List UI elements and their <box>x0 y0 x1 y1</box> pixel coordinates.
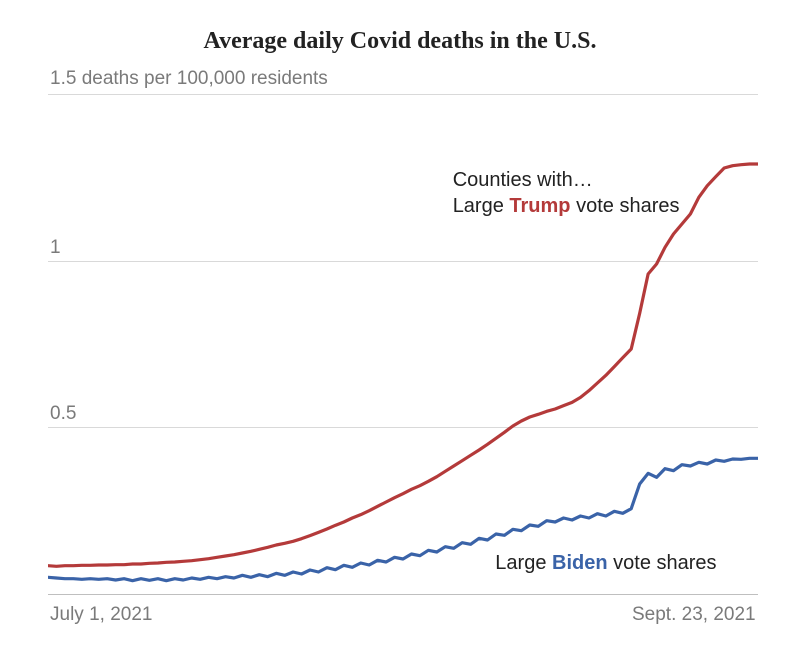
anno-trump: Large Trump vote shares <box>453 195 680 218</box>
line-layer <box>48 94 758 594</box>
anno-trump-prefix: Large <box>453 195 510 217</box>
chart-container: Average daily Covid deaths in the U.S. 1… <box>0 0 800 651</box>
anno-trump-bold: Trump <box>509 195 570 217</box>
plot-area: 1 0.5 Counties with… Large Trump vote sh… <box>48 94 758 594</box>
anno-biden-bold: Biden <box>552 552 608 574</box>
baseline <box>48 594 758 595</box>
anno-counties-with: Counties with… <box>453 169 593 192</box>
series-trump <box>48 164 758 566</box>
anno-biden-prefix: Large <box>495 552 552 574</box>
y-axis-top-label: 1.5 deaths per 100,000 residents <box>50 68 328 90</box>
chart-title: Average daily Covid deaths in the U.S. <box>204 28 597 55</box>
xtick-end: Sept. 23, 2021 <box>632 604 756 626</box>
anno-trump-suffix: vote shares <box>571 195 680 217</box>
anno-biden-suffix: vote shares <box>608 552 717 574</box>
xtick-start: July 1, 2021 <box>50 604 152 626</box>
anno-biden: Large Biden vote shares <box>495 552 716 575</box>
